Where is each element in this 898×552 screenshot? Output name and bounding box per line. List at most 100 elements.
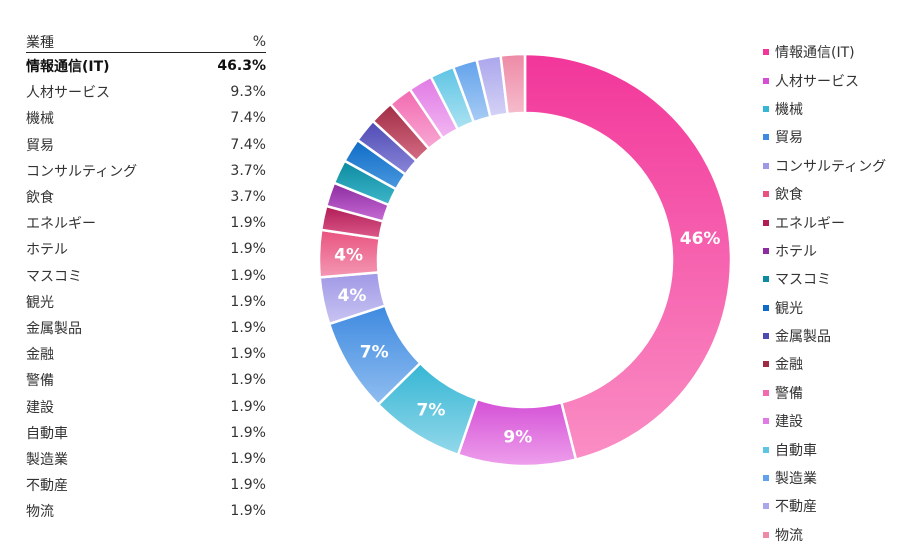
- legend-label: 貿易: [775, 130, 803, 147]
- row-value: 1.9%: [230, 477, 266, 494]
- legend-item: 観光: [763, 294, 886, 322]
- table-header-row: 業種 %: [26, 31, 266, 53]
- legend-label: 建設: [775, 414, 803, 431]
- legend-swatch: [763, 531, 769, 538]
- table-row: 警備 1.9%: [26, 367, 266, 393]
- legend-swatch: [763, 105, 769, 112]
- row-label: 金融: [26, 347, 54, 364]
- row-value: 3.7%: [230, 162, 266, 179]
- data-label: 9%: [503, 427, 532, 447]
- legend-swatch: [763, 134, 769, 141]
- donut-slice: [523, 52, 733, 462]
- table-row: エネルギー 1.9%: [26, 210, 266, 236]
- row-label: 観光: [26, 294, 54, 311]
- row-value: 1.9%: [230, 450, 266, 467]
- table-row: 情報通信(IT) 46.3%: [26, 53, 266, 80]
- legend-label: 飲食: [775, 187, 803, 204]
- legend-swatch: [763, 49, 769, 56]
- legend-item: マスコミ: [763, 265, 886, 293]
- percent-header: %: [193, 31, 266, 53]
- legend-swatch: [763, 276, 769, 283]
- row-value: 3.7%: [230, 189, 266, 206]
- table-row: マスコミ 1.9%: [26, 263, 266, 289]
- legend-label: 金融: [775, 357, 803, 374]
- legend-item: エネルギー: [763, 208, 886, 236]
- row-label: エネルギー: [26, 216, 96, 233]
- legend-item: 建設: [763, 407, 886, 435]
- row-value: 1.9%: [230, 424, 266, 441]
- data-label: 7%: [360, 343, 389, 363]
- row-value: 7.4%: [230, 110, 266, 127]
- data-label: 4%: [334, 245, 363, 265]
- table-row: 自動車 1.9%: [26, 420, 266, 446]
- row-value: 1.9%: [230, 241, 266, 258]
- legend-label: 不動産: [775, 499, 817, 516]
- legend-label: 警備: [775, 385, 803, 402]
- legend-label: エネルギー: [775, 215, 845, 232]
- row-label: 物流: [26, 504, 54, 521]
- legend-swatch: [763, 247, 769, 254]
- legend-swatch: [763, 219, 769, 226]
- legend-item: 自動車: [763, 435, 886, 463]
- table-row: 不動産 1.9%: [26, 472, 266, 498]
- legend-swatch: [763, 446, 769, 453]
- row-value: 9.3%: [230, 84, 266, 101]
- row-value: 1.9%: [230, 215, 266, 232]
- row-label: マスコミ: [26, 268, 82, 285]
- legend-swatch: [763, 475, 769, 482]
- legend-label: ホテル: [775, 243, 817, 260]
- legend-swatch: [763, 77, 769, 84]
- row-value: 7.4%: [230, 136, 266, 153]
- donut-slice: [499, 52, 527, 116]
- legend-swatch: [763, 389, 769, 396]
- row-label: 建設: [26, 399, 54, 416]
- legend-swatch: [763, 361, 769, 368]
- data-label: 7%: [416, 400, 445, 420]
- table-row: 物流 1.9%: [26, 498, 266, 524]
- row-label: 警備: [26, 373, 54, 390]
- chart-legend: 情報通信(IT) 人材サービス 機械貿易コンサルティング 飲食エネルギーホテルマスコミ…: [763, 38, 886, 549]
- legend-item: 飲食: [763, 180, 886, 208]
- legend-label: 製造業: [775, 471, 817, 488]
- row-label: 人材サービス: [26, 85, 110, 102]
- table-row: 製造業 1.9%: [26, 446, 266, 472]
- legend-item: 情報通信(IT): [763, 38, 886, 66]
- legend-label: コンサルティング: [775, 158, 887, 175]
- legend-label: 情報通信(IT): [775, 45, 855, 62]
- row-value: 46.3%: [217, 58, 266, 75]
- data-label: 4%: [338, 286, 367, 306]
- table-row: 建設 1.9%: [26, 393, 266, 419]
- legend-item: 警備: [763, 379, 886, 407]
- legend-swatch: [763, 418, 769, 425]
- row-label: ホテル: [26, 242, 68, 259]
- row-value: 1.9%: [230, 319, 266, 336]
- row-label: 貿易: [26, 137, 54, 154]
- row-value: 1.9%: [230, 503, 266, 520]
- donut-chart: 46% 9% 7% 7% 4% 4%: [317, 52, 733, 468]
- legend-label: 物流: [775, 527, 803, 544]
- legend-item: 機械: [763, 95, 886, 123]
- legend-label: マスコミ: [775, 272, 831, 289]
- industry-table: 業種 % 情報通信(IT) 46.3% 人材サービス 9.3% 機械 7.4% 貿易 7.4%…: [26, 31, 266, 524]
- legend-item: 貿易: [763, 123, 886, 151]
- legend-item: 製造業: [763, 464, 886, 492]
- table-row: コンサルティング 3.7%: [26, 158, 266, 184]
- row-label: 製造業: [26, 451, 68, 468]
- table-row: ホテル 1.9%: [26, 236, 266, 262]
- table-row: 観光 1.9%: [26, 289, 266, 315]
- legend-label: 金属製品: [775, 329, 831, 346]
- legend-swatch: [763, 304, 769, 311]
- legend-item: 人材サービス: [763, 66, 886, 94]
- row-label: 情報通信(IT): [26, 59, 110, 76]
- table-row: 飲食 3.7%: [26, 184, 266, 210]
- legend-label: 観光: [775, 300, 803, 317]
- legend-swatch: [763, 162, 769, 169]
- legend-swatch: [763, 333, 769, 340]
- legend-item: コンサルティング: [763, 152, 886, 180]
- row-label: コンサルティング: [26, 163, 138, 180]
- legend-item: 金融: [763, 350, 886, 378]
- row-value: 1.9%: [230, 293, 266, 310]
- table-row: 金融 1.9%: [26, 341, 266, 367]
- table-row: 金属製品 1.9%: [26, 315, 266, 341]
- row-label: 自動車: [26, 425, 68, 442]
